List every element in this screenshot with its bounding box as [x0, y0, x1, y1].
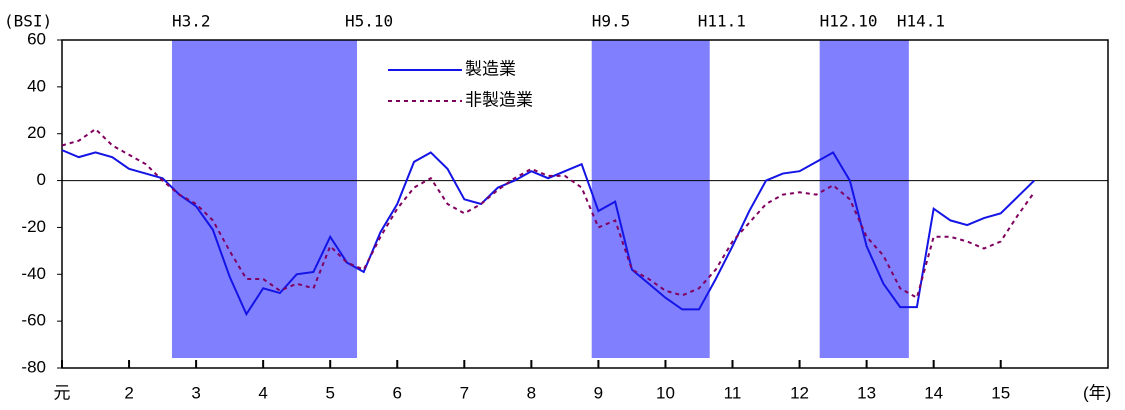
y-tick-label: -60: [21, 311, 46, 330]
x-tick-label: 3: [191, 383, 200, 402]
x-tick-label: 7: [460, 383, 469, 402]
x-tick-label: 4: [258, 383, 267, 402]
shaded-period: [591, 40, 710, 358]
x-tick-label: 13: [857, 383, 876, 402]
period-end-label: H14.1: [897, 12, 945, 31]
y-tick-label: 20: [27, 123, 46, 142]
y-tick-label: 0: [37, 170, 46, 189]
y-tick-label: -80: [21, 357, 46, 376]
x-axis-label: (年): [1083, 383, 1111, 402]
x-tick-label: 元: [54, 383, 71, 402]
y-tick-label: -40: [21, 264, 46, 283]
x-tick-label: 9: [594, 383, 603, 402]
x-tick-label: 12: [790, 383, 809, 402]
shaded-period: [819, 40, 909, 358]
period-end-label: H11.1: [698, 12, 746, 31]
plot-frame: [61, 39, 1109, 369]
legend-label: 非製造業: [465, 90, 533, 109]
x-tick-label: 11: [724, 383, 742, 402]
legend-label: 製造業: [465, 59, 516, 78]
series-line: [61, 149, 1035, 317]
x-tick-label: 15: [991, 383, 1010, 402]
x-tick-label: 10: [656, 383, 675, 402]
x-tick-label: 6: [393, 383, 402, 402]
x-tick-label: 14: [924, 383, 943, 402]
y-tick-label: -20: [21, 217, 46, 236]
x-tick-label: 2: [124, 383, 133, 402]
period-start-label: H9.5: [592, 12, 631, 31]
y-tick-label: 60: [27, 29, 46, 48]
y-tick-label: 40: [27, 76, 46, 95]
period-start-label: H3.2: [172, 12, 211, 31]
period-start-label: H12.10: [820, 12, 878, 31]
y-axis-label: (BSI): [4, 12, 52, 31]
x-tick-label: 5: [325, 383, 334, 402]
series-line: [61, 127, 1036, 300]
shaded-period: [171, 40, 358, 358]
x-tick-label: 8: [527, 383, 536, 402]
period-end-label: H5.10: [345, 12, 393, 31]
